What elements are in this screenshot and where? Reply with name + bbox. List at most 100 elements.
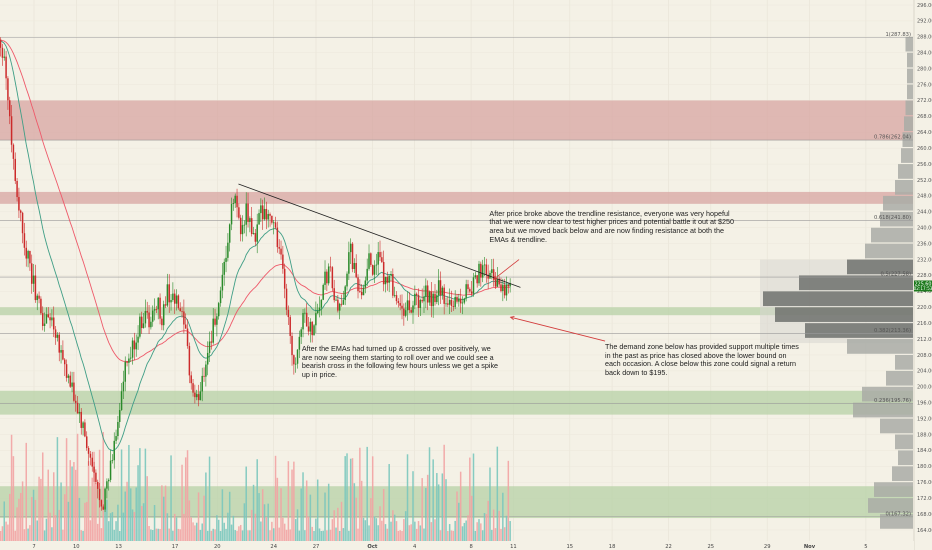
volume-bar	[282, 517, 284, 541]
candle-body	[223, 261, 225, 275]
volume-bar	[100, 528, 103, 541]
volume-bar	[434, 519, 436, 541]
candle-body	[166, 284, 169, 306]
volume-bar	[278, 527, 280, 541]
candle-body	[118, 410, 121, 422]
candle-body	[296, 349, 299, 364]
volume-profile-row	[763, 291, 913, 307]
volume-bar	[432, 459, 434, 541]
volume-bar	[87, 461, 90, 541]
candle-body	[425, 285, 427, 297]
volume-bar	[41, 452, 44, 541]
candle-body	[355, 262, 357, 278]
candle-body	[106, 481, 108, 489]
volume-bar	[289, 529, 291, 541]
candle-body	[443, 287, 445, 304]
fib-label: 0.236(195.76)	[874, 398, 911, 404]
volume-bar	[408, 525, 411, 541]
volume-bar	[362, 517, 365, 541]
candle-body	[282, 254, 284, 269]
price-axis-tick-label: 268.00	[917, 114, 932, 120]
candle-body	[25, 247, 27, 259]
volume-bar	[509, 521, 511, 541]
candle-body	[254, 233, 257, 242]
candle-body	[157, 297, 159, 310]
candle-body	[56, 334, 59, 338]
volume-bar	[181, 464, 183, 541]
volume-profile-row	[871, 227, 913, 243]
volume-bar	[5, 521, 7, 541]
time-axis[interactable]: 7 10 13 17 20 24 27 Oct 4 8 11 15 18 22 25 29 Nov 5	[32, 544, 867, 550]
ema-lines	[0, 39, 511, 452]
candle-body	[324, 271, 326, 285]
volume-bar	[283, 523, 286, 541]
volume-bar	[502, 492, 504, 541]
volume-bar	[379, 506, 381, 541]
candle-body	[89, 453, 92, 458]
time-axis-tick-label: 10	[73, 544, 80, 550]
volume-bars	[0, 431, 511, 541]
fib-label: 0.382(213.36)	[874, 328, 911, 334]
candle-body	[203, 375, 205, 377]
volume-bar	[137, 465, 139, 541]
volume-bar	[107, 521, 110, 541]
candle-body	[293, 355, 295, 365]
candle-body	[366, 268, 368, 281]
volume-bar	[327, 483, 330, 541]
volume-bar	[80, 530, 82, 541]
time-axis-tick-label: Nov	[804, 544, 816, 550]
volume-bar	[52, 472, 55, 541]
volume-bar	[73, 462, 75, 541]
volume-bar	[113, 529, 115, 541]
candle-body	[397, 301, 400, 304]
volume-bar	[476, 522, 478, 541]
candle-body	[225, 257, 227, 262]
volume-bar	[32, 489, 35, 541]
volume-profile-row	[868, 498, 913, 513]
candle-body	[60, 350, 62, 353]
volume-bar	[82, 530, 84, 541]
candle-body	[441, 287, 444, 296]
candle-body	[489, 272, 491, 279]
volume-profile-row	[862, 386, 913, 402]
volume-bar	[353, 483, 356, 541]
candle-body	[216, 316, 218, 325]
candle-body	[496, 278, 499, 287]
volume-bar	[360, 480, 363, 541]
volume-bar	[43, 530, 46, 541]
volume-bar	[184, 457, 187, 541]
fib-levels: 1(287.83) 0.786(262.04) 0.618(241.80) 0.5(2…	[0, 32, 913, 517]
support-zone	[0, 307, 913, 316]
volume-bar	[388, 464, 390, 541]
candle-body	[304, 312, 306, 314]
time-axis-tick-label: 18	[609, 544, 616, 550]
price-axis[interactable]: 164.00 168.00 172.00 176.00 180.00 184.00 188.…	[917, 3, 932, 534]
candle-body	[428, 291, 431, 303]
candle-body	[241, 225, 244, 235]
volume-bar	[0, 530, 2, 541]
volume-bar	[192, 522, 194, 541]
candle-body	[285, 288, 288, 310]
volume-bar	[25, 442, 27, 541]
candle-body	[371, 264, 374, 275]
volume-bar	[280, 488, 282, 541]
candle-body	[139, 316, 141, 337]
volume-bar	[481, 530, 484, 541]
volume-bar	[49, 512, 51, 541]
candle-body	[351, 243, 354, 270]
price-axis-tick-label: 284.00	[917, 51, 932, 57]
candle-body	[393, 295, 396, 296]
volume-profile-row	[847, 339, 913, 354]
candle-body	[228, 224, 231, 243]
volume-profile-row	[892, 466, 913, 482]
volume-bar	[313, 530, 315, 541]
volume-profile-row	[907, 52, 913, 68]
candle-body	[311, 321, 313, 336]
volume-bar	[296, 509, 299, 541]
candle-body	[120, 391, 123, 411]
volume-bar	[445, 479, 447, 541]
candle-body	[505, 284, 508, 296]
volume-bar	[45, 518, 48, 541]
candle-body	[406, 300, 409, 311]
